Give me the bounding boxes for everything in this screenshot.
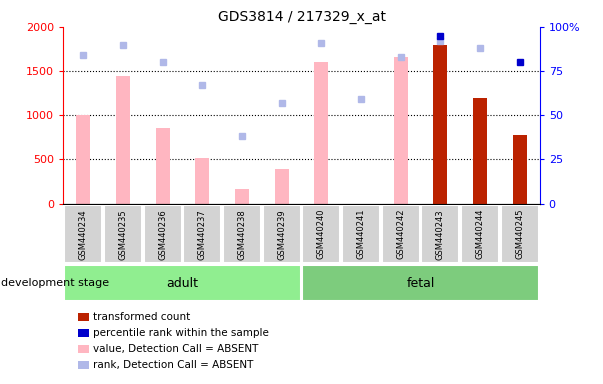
Bar xyxy=(342,205,380,263)
Text: GSM440234: GSM440234 xyxy=(78,209,87,260)
Text: GSM440237: GSM440237 xyxy=(198,209,207,260)
Bar xyxy=(76,115,90,204)
Bar xyxy=(223,205,261,263)
Text: rank, Detection Call = ABSENT: rank, Detection Call = ABSENT xyxy=(93,360,254,370)
Bar xyxy=(461,205,499,263)
Text: transformed count: transformed count xyxy=(93,312,191,322)
Text: GSM440244: GSM440244 xyxy=(476,209,485,260)
Bar xyxy=(64,205,103,263)
Text: GSM440243: GSM440243 xyxy=(436,209,445,260)
Text: GSM440240: GSM440240 xyxy=(317,209,326,260)
Text: fetal: fetal xyxy=(406,277,435,290)
Bar xyxy=(302,265,539,301)
Bar xyxy=(275,169,289,204)
Text: GSM440239: GSM440239 xyxy=(277,209,286,260)
Bar xyxy=(302,205,341,263)
Text: value, Detection Call = ABSENT: value, Detection Call = ABSENT xyxy=(93,344,259,354)
Text: GSM440235: GSM440235 xyxy=(118,209,127,260)
Title: GDS3814 / 217329_x_at: GDS3814 / 217329_x_at xyxy=(218,10,385,25)
Text: GSM440236: GSM440236 xyxy=(158,209,167,260)
Text: GSM440241: GSM440241 xyxy=(356,209,365,260)
Bar xyxy=(235,189,249,204)
Bar xyxy=(156,127,169,204)
Bar xyxy=(116,76,130,204)
Bar xyxy=(421,205,459,263)
Text: GSM440245: GSM440245 xyxy=(516,209,525,260)
Bar xyxy=(64,265,301,301)
Bar xyxy=(394,57,408,204)
Bar xyxy=(434,45,447,204)
Bar xyxy=(382,205,420,263)
Bar xyxy=(473,98,487,204)
Bar xyxy=(104,205,142,263)
Text: adult: adult xyxy=(166,277,198,290)
Bar xyxy=(314,62,328,204)
Bar xyxy=(195,159,209,204)
Text: GSM440242: GSM440242 xyxy=(396,209,405,260)
Bar xyxy=(513,135,527,204)
Bar xyxy=(144,205,182,263)
Bar xyxy=(183,205,221,263)
Bar xyxy=(262,205,301,263)
Text: development stage: development stage xyxy=(1,278,109,288)
Text: GSM440238: GSM440238 xyxy=(238,209,247,260)
Bar xyxy=(500,205,539,263)
Text: percentile rank within the sample: percentile rank within the sample xyxy=(93,328,270,338)
